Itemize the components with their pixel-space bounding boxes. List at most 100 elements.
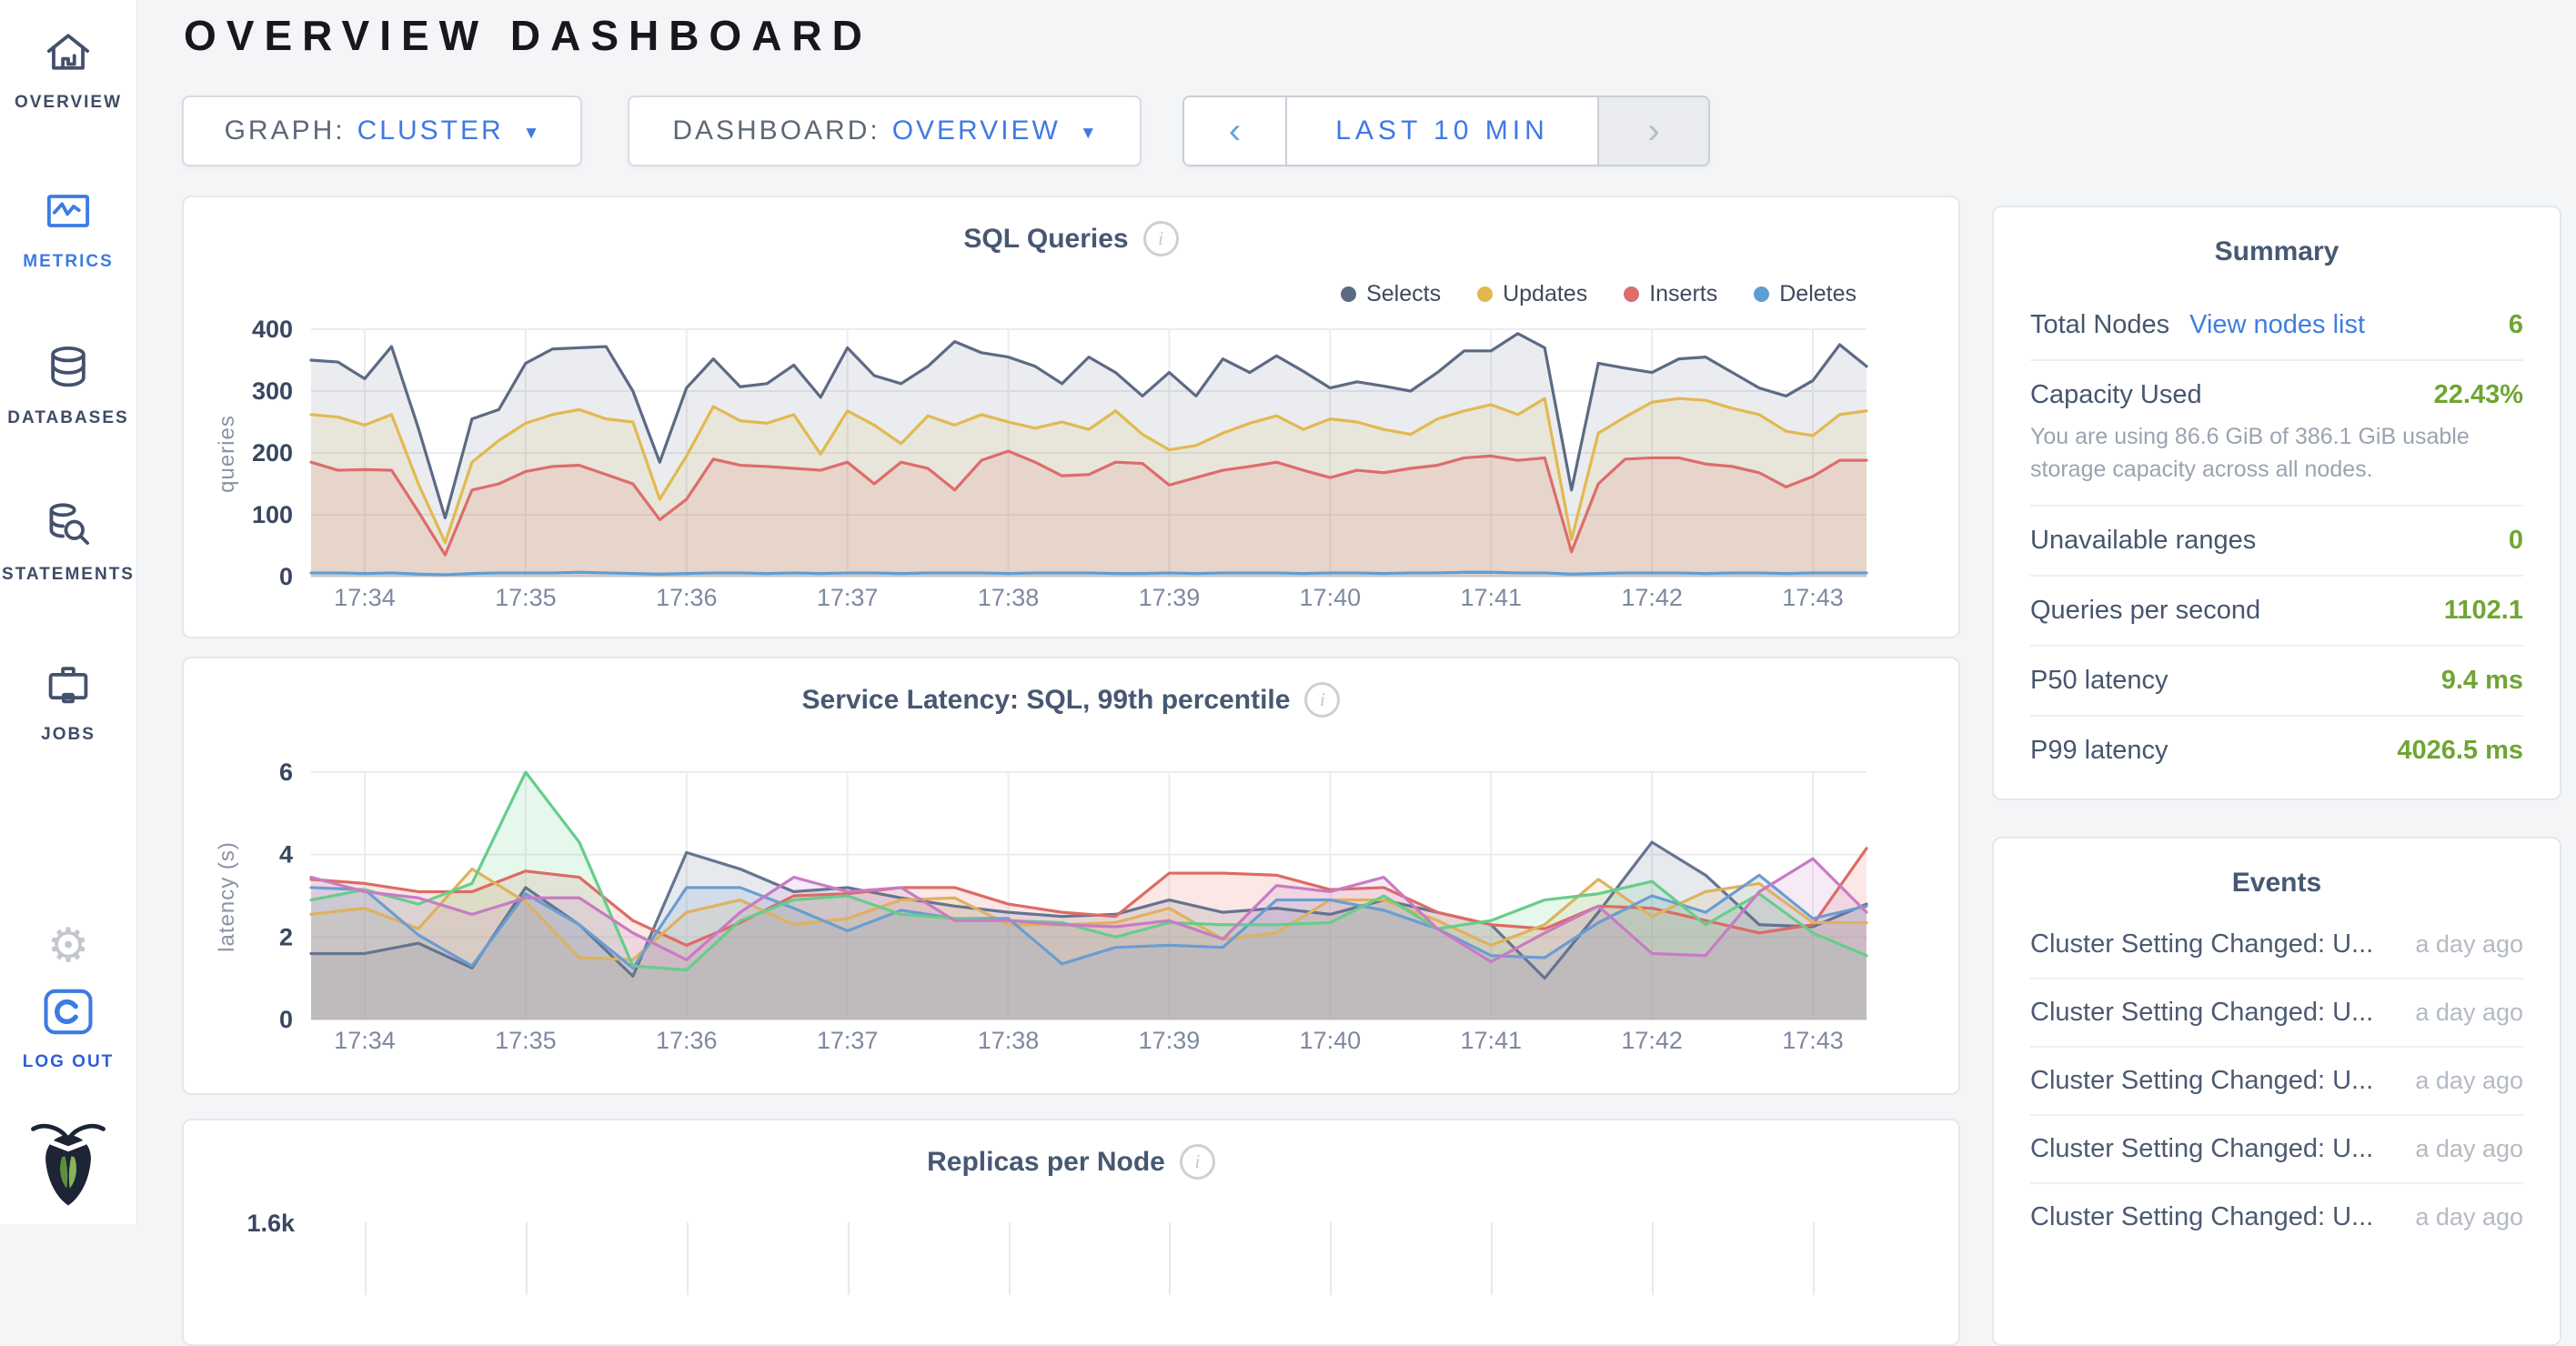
sidebar: OVERVIEW METRICS DATABASES STATEMENTS JOBS ⚙ L… [0, 0, 137, 1224]
chevron-right-icon: › [1647, 110, 1660, 151]
summary-row: Queries per second 1102.1 [2030, 577, 2523, 647]
summary-row-value: 4026.5 ms [2397, 736, 2523, 765]
svg-text:0: 0 [279, 1006, 293, 1033]
event-time: a day ago [2415, 1067, 2523, 1094]
chevron-down-icon: ▼ [1079, 123, 1097, 143]
replicas-per-node-card: Replicas per Node i 1.6k [182, 1119, 1960, 1346]
event-time: a day ago [2415, 1135, 2523, 1162]
event-row: Cluster Setting Changed: U... a day ago [2030, 911, 2523, 978]
svg-text:400: 400 [252, 316, 293, 343]
sidebar-item-statements[interactable]: STATEMENTS [0, 499, 136, 585]
view-nodes-list-link[interactable]: View nodes list [2189, 310, 2366, 339]
summary-row-value: 9.4 ms [2440, 666, 2523, 695]
summary-row: P99 latency 4026.5 ms [2030, 717, 2523, 785]
sidebar-item-overview[interactable]: OVERVIEW [0, 27, 136, 113]
legend-dot [1341, 286, 1357, 302]
statements-icon [44, 499, 93, 553]
databases-icon [44, 343, 93, 397]
gridline [1652, 1222, 1655, 1295]
legend-dot [1477, 286, 1494, 302]
svg-text:17:34: 17:34 [334, 584, 396, 611]
event-row: Cluster Setting Changed: U... a day ago [2030, 978, 2523, 1046]
legend-label: Inserts [1649, 281, 1718, 306]
svg-text:17:37: 17:37 [817, 1027, 879, 1054]
svg-text:17:40: 17:40 [1300, 584, 1362, 611]
gridline [847, 1222, 850, 1295]
event-time: a day ago [2415, 1203, 2523, 1230]
svg-text:17:35: 17:35 [495, 1027, 557, 1054]
settings-button[interactable]: ⚙ [0, 922, 136, 969]
chart-title: Replicas per Node [927, 1146, 1165, 1177]
gridline [1169, 1222, 1172, 1295]
svg-text:17:35: 17:35 [495, 584, 557, 611]
svg-text:17:42: 17:42 [1621, 584, 1683, 611]
gridline [686, 1222, 689, 1295]
sidebar-item-databases[interactable]: DATABASES [0, 343, 136, 428]
dashboard-dropdown[interactable]: DASHBOARD: OVERVIEW ▼ [628, 95, 1142, 166]
graph-dropdown-value: CLUSTER [357, 116, 504, 146]
svg-text:17:39: 17:39 [1139, 584, 1201, 611]
time-range-next-button[interactable]: › [1597, 97, 1708, 165]
svg-text:2: 2 [279, 923, 293, 950]
svg-text:6: 6 [279, 758, 293, 786]
gridline [1008, 1222, 1011, 1295]
legend-item-selects[interactable]: Selects [1341, 281, 1441, 307]
event-text: Cluster Setting Changed: U... [2030, 998, 2374, 1027]
sidebar-item-label: METRICS [23, 252, 114, 271]
logout-label: LOG OUT [22, 1052, 115, 1071]
summary-row: Unavailable ranges 0 [2030, 507, 2523, 577]
legend-dot [1754, 286, 1770, 302]
metrics-icon [44, 186, 93, 240]
legend-label: Deletes [1779, 281, 1857, 306]
event-row: Cluster Setting Changed: U... a day ago [2030, 1182, 2523, 1251]
summary-row: Capacity Used 22.43% You are using 86.6 Gi… [2030, 361, 2523, 507]
cockroachdb-logo[interactable] [0, 1120, 136, 1212]
svg-text:17:38: 17:38 [978, 584, 1040, 611]
legend-item-updates[interactable]: Updates [1477, 281, 1587, 307]
summary-row-label: P99 latency [2030, 736, 2168, 765]
svg-text:200: 200 [252, 439, 293, 467]
summary-row-label: Unavailable ranges [2030, 526, 2257, 555]
gridline [1491, 1222, 1494, 1295]
event-text: Cluster Setting Changed: U... [2030, 1202, 2374, 1231]
svg-text:17:41: 17:41 [1460, 1027, 1522, 1054]
sidebar-item-metrics[interactable]: METRICS [0, 186, 136, 272]
service-latency-header: Service Latency: SQL, 99th percentile i [184, 682, 1958, 718]
legend-dot [1624, 286, 1640, 302]
summary-row-label: Queries per second [2030, 596, 2261, 625]
event-time: a day ago [2415, 930, 2523, 958]
chart-title: SQL Queries [963, 223, 1129, 254]
info-icon[interactable]: i [1179, 1144, 1215, 1180]
summary-panel: Summary Total Nodes View nodes list 6 Capac… [1992, 206, 2561, 800]
service-latency-plot[interactable]: 17:34 17:35 17:36 17:37 17:38 17:39 17:40 17:41… [184, 754, 1962, 1068]
page-title: OVERVIEW DASHBOARD [184, 12, 872, 59]
svg-text:17:42: 17:42 [1621, 1027, 1683, 1054]
gridline [1813, 1222, 1816, 1295]
sql-queries-plot[interactable]: 17:34 17:35 17:36 17:37 17:38 17:39 17:40 17:41… [184, 311, 1962, 625]
replicas-per-node-plot[interactable]: 1.6k [184, 1120, 1958, 1344]
logout-button[interactable]: LOG OUT [0, 988, 136, 1072]
sidebar-item-jobs[interactable]: JOBS [0, 659, 136, 745]
event-row: Cluster Setting Changed: U... a day ago [2030, 1046, 2523, 1114]
sidebar-item-label: STATEMENTS [2, 565, 135, 584]
time-range-value[interactable]: LAST 10 MIN [1287, 97, 1597, 165]
event-time: a day ago [2415, 999, 2523, 1026]
time-range-prev-button[interactable]: ‹ [1184, 97, 1287, 165]
summary-row-value: 22.43% [2433, 380, 2523, 409]
info-icon[interactable]: i [1142, 221, 1179, 256]
svg-text:17:40: 17:40 [1300, 1027, 1362, 1054]
info-icon[interactable]: i [1304, 682, 1341, 718]
sidebar-item-label: DATABASES [7, 408, 129, 427]
event-row: Cluster Setting Changed: U... a day ago [2030, 1114, 2523, 1182]
service-latency-card: Service Latency: SQL, 99th percentile i … [182, 657, 1960, 1095]
svg-text:17:37: 17:37 [817, 584, 879, 611]
legend-item-deletes[interactable]: Deletes [1754, 281, 1857, 307]
chart-legend: Selects Updates Inserts Deletes [1341, 281, 1857, 307]
legend-item-inserts[interactable]: Inserts [1624, 281, 1717, 307]
graph-dropdown[interactable]: GRAPH: CLUSTER ▼ [182, 95, 582, 166]
summary-row-value: 0 [2508, 526, 2523, 555]
time-range-selector: ‹ LAST 10 MIN › [1182, 95, 1710, 166]
svg-text:17:38: 17:38 [978, 1027, 1040, 1054]
logout-c-icon [42, 988, 95, 1040]
svg-text:0: 0 [279, 563, 293, 590]
